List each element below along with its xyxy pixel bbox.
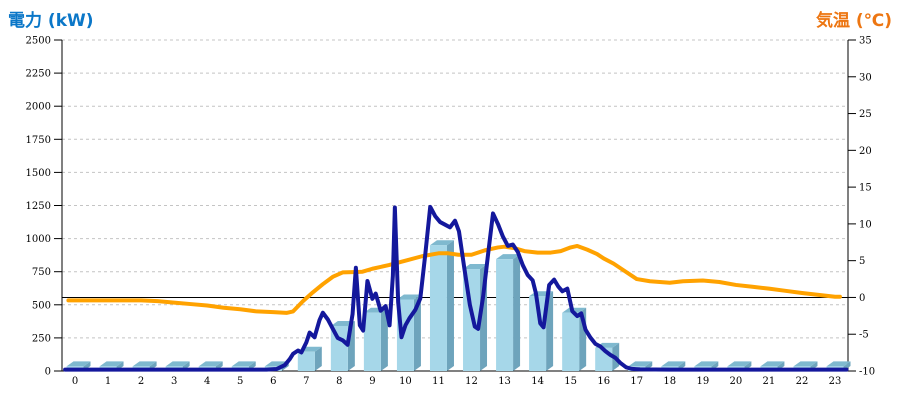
x-axis-tick-label: 3 — [171, 376, 177, 387]
left-axis-title: 電力 (kW) — [8, 11, 94, 31]
power-line — [63, 204, 849, 372]
power-bar — [529, 291, 554, 371]
left-axis-tick-label: 1250 — [26, 201, 51, 212]
x-axis-tick-label: 9 — [369, 376, 375, 387]
x-axis-tick-label: 2 — [138, 376, 144, 387]
x-axis-tick-label: 22 — [796, 376, 809, 387]
x-axis-tick-label: 19 — [696, 376, 709, 387]
x-axis-tick-label: 21 — [763, 376, 776, 387]
gridlines — [62, 39, 848, 339]
x-axis-tick-label: 18 — [663, 376, 676, 387]
x-axis-tick-label: 8 — [336, 376, 342, 387]
right-axis-tick-label: -10 — [859, 367, 875, 378]
right-axis-tick-label: 20 — [859, 146, 872, 157]
right-axis-tick-label: 25 — [859, 109, 872, 120]
right-axis-tick-label: 10 — [859, 219, 872, 230]
x-axis-tick-label: 11 — [432, 376, 445, 387]
x-axis-tick-label: 16 — [597, 376, 610, 387]
left-axis-tick-label: 2500 — [26, 36, 51, 47]
right-axis-tick-label: 30 — [859, 72, 872, 83]
x-axis-tick-label: 13 — [498, 376, 511, 387]
power-bar — [363, 307, 388, 371]
x-axis-tick-label: 12 — [465, 376, 478, 387]
temperature-line — [66, 243, 842, 315]
x-axis-tick-label: 17 — [630, 376, 643, 387]
left-axis-tick-label: 0 — [45, 367, 51, 378]
x-axis-tick-label: 7 — [303, 376, 309, 387]
right-axis-tick-label: 5 — [859, 256, 865, 267]
x-axis-tick-label: 0 — [72, 376, 78, 387]
temperature-series — [66, 243, 842, 315]
x-axis-tick-label: 4 — [204, 376, 210, 387]
power-bar — [429, 240, 454, 371]
power-line-series — [63, 204, 849, 372]
right-axis-title: 気温 (℃) — [815, 11, 892, 31]
power-bars-series — [66, 240, 851, 371]
left-axis-tick-label: 2250 — [26, 69, 51, 80]
right-axis-tick-label: 35 — [859, 36, 872, 47]
left-axis-tick-label: 250 — [32, 333, 51, 344]
power-bar — [496, 254, 521, 371]
right-axis-tick-label: 0 — [859, 293, 865, 304]
left-axis-tick-label: 500 — [32, 300, 51, 311]
x-axis-tick-label: 10 — [399, 376, 412, 387]
x-axis-tick-label: 20 — [730, 376, 743, 387]
right-axis-tick-label: 15 — [859, 183, 872, 194]
left-axis-tick-label: 750 — [32, 267, 51, 278]
left-axis-tick-label: 1500 — [26, 168, 51, 179]
x-axis-tick-label: 6 — [270, 376, 276, 387]
left-axis-tick-label: 2000 — [26, 102, 51, 113]
x-axis-tick-label: 5 — [237, 376, 243, 387]
x-axis-tick-label: 15 — [564, 376, 577, 387]
x-axis-tick-label: 14 — [531, 376, 544, 387]
right-axis-tick-label: -5 — [859, 330, 869, 341]
left-axis-tick-label: 1750 — [26, 135, 51, 146]
x-axis-tick-label: 1 — [105, 376, 111, 387]
left-axis-tick-label: 1000 — [26, 234, 51, 245]
x-axis-tick-label: 23 — [829, 376, 842, 387]
